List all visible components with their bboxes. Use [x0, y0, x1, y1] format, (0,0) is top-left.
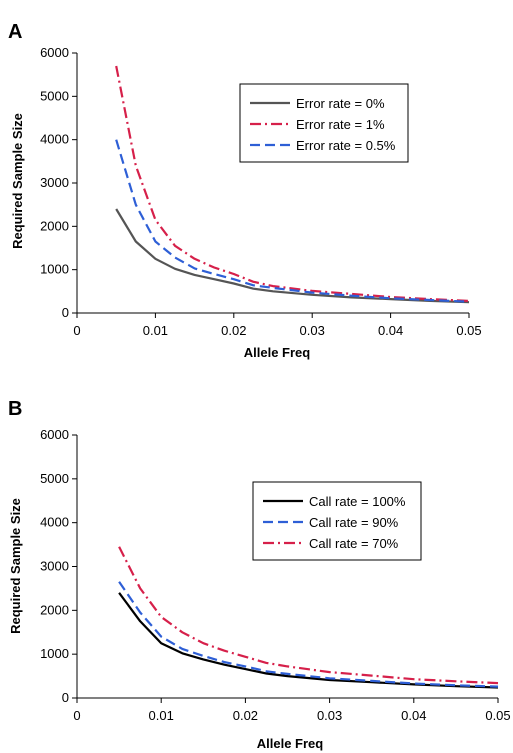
panel-b-y-tick-label: 2000 — [40, 602, 69, 617]
panel-a-legend: Error rate = 0% Error rate = 1% Error rate… — [239, 83, 409, 163]
panel-a-y-tick-label: 4000 — [40, 132, 69, 147]
panel-a-legend-label: Error rate = 0.5% — [296, 138, 396, 153]
panel-a-y-axis-label: Required Sample Size — [10, 113, 25, 249]
panel-b-legend-label: Call rate = 100% — [309, 494, 406, 509]
panel-b-x-axis-label: Allele Freq — [257, 736, 324, 751]
panel-b-y-tick-label: 0 — [62, 690, 69, 705]
panel-a-x-tick-label: 0.03 — [300, 323, 325, 338]
panel-b-letter: B — [8, 398, 22, 420]
panel-a-y-tick-label: 3000 — [40, 175, 69, 190]
panel-b-plot-area: 0 1000 2000 3000 4000 5000 6000 0 0.01 0.02 0.03 0.… — [40, 427, 511, 723]
panel-a-x-tick-label: 0.01 — [143, 323, 168, 338]
panel-b-chart: B 0 1000 2000 3000 4000 5000 6000 0 0.01 0.02 0.03… — [8, 398, 511, 751]
panel-a-x-tick-label: 0.02 — [221, 323, 246, 338]
panel-a-x-tick-label: 0 — [73, 323, 80, 338]
panel-a-y-tick-label: 0 — [62, 305, 69, 320]
panel-a-plot-area: 0 1000 2000 3000 4000 5000 6000 0 0.01 0.02 0.03 0.… — [40, 45, 482, 338]
panel-a-legend-label: Error rate = 0% — [296, 96, 385, 111]
panel-b-x-tick-label: 0 — [73, 708, 80, 723]
panel-a-series-line-3 — [115, 139, 470, 303]
panel-a-chart: A 0 1000 2000 3000 4000 5000 6000 0 0.01 0.02 0.03… — [8, 21, 482, 360]
panel-a-y-tick-label: 2000 — [40, 218, 69, 233]
panel-b-y-tick-label: 5000 — [40, 471, 69, 486]
panel-b-series-line-1 — [118, 592, 499, 689]
panel-a-letter: A — [8, 21, 22, 43]
panel-b-y-tick-label: 6000 — [40, 427, 69, 442]
panel-b-y-axis-label: Required Sample Size — [8, 498, 23, 634]
panel-b-y-tick-label: 3000 — [40, 559, 69, 574]
panel-a-legend-label: Error rate = 1% — [296, 117, 385, 132]
panel-b-x-tick-label: 0.04 — [401, 708, 426, 723]
panel-b-y-tick-label: 4000 — [40, 515, 69, 530]
panel-a-y-tick-label: 1000 — [40, 262, 69, 277]
panel-a-legend-box — [239, 83, 409, 163]
panel-b-x-tick-label: 0.02 — [233, 708, 258, 723]
panel-a-series-line-2 — [115, 65, 470, 302]
panel-a-x-tick-label: 0.04 — [378, 323, 403, 338]
panel-a-x-tick-label: 0.05 — [456, 323, 481, 338]
panel-b-legend: Call rate = 100% Call rate = 90% Call rate… — [252, 481, 422, 561]
panel-b-series-line-2 — [118, 581, 499, 688]
panel-b-series-line-3 — [118, 546, 499, 685]
panel-b-x-tick-label: 0.01 — [149, 708, 174, 723]
panel-a-x-axis-label: Allele Freq — [244, 345, 311, 360]
panel-a-y-tick-label: 6000 — [40, 45, 69, 60]
panel-b-y-tick-label: 1000 — [40, 646, 69, 661]
panel-b-legend-label: Call rate = 70% — [309, 536, 399, 551]
panel-b-x-tick-label: 0.03 — [317, 708, 342, 723]
panel-a-y-tick-label: 5000 — [40, 88, 69, 103]
panel-b-legend-label: Call rate = 90% — [309, 515, 399, 530]
panel-b-x-tick-label: 0.05 — [485, 708, 510, 723]
